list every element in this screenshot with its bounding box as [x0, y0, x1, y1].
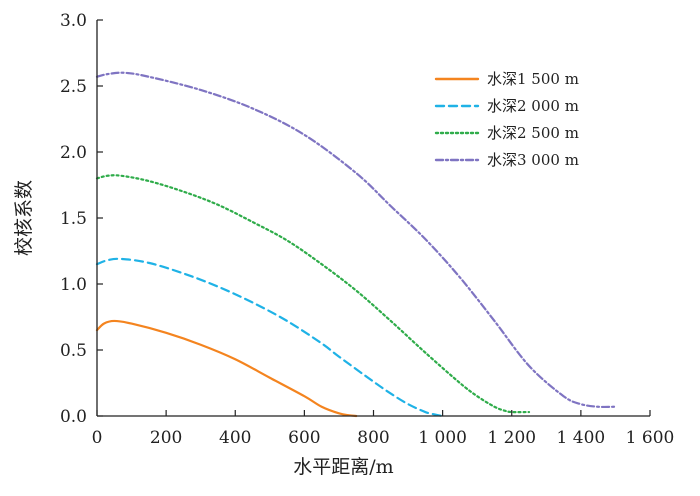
x-tick-label: 1 000 [418, 428, 467, 448]
y-tick-label: 1.5 [60, 209, 87, 229]
x-tick-label: 600 [288, 428, 320, 448]
x-tick-label: 1 400 [557, 428, 606, 448]
series-line-2 [95, 257, 444, 418]
x-tick-label: 400 [219, 428, 251, 448]
y-tick-label: 2.5 [60, 77, 87, 97]
y-tick-label: 0.5 [60, 341, 87, 361]
x-tick-label: 200 [150, 428, 182, 448]
y-axis-title: 校核系数 [13, 180, 35, 256]
x-tick-label: 1 200 [487, 428, 536, 448]
legend-label-2: 水深2 000 m [487, 97, 579, 115]
series-line-4 [95, 71, 617, 409]
legend-label-3: 水深2 500 m [487, 124, 579, 142]
x-tick-label: 0 [92, 428, 103, 448]
x-tick-label: 800 [357, 428, 389, 448]
y-tick-label: 3.0 [60, 11, 87, 31]
plot-area [95, 71, 617, 418]
series-line-3 [95, 174, 531, 414]
x-tick-label: 1 600 [626, 428, 675, 448]
series-line-1 [95, 319, 358, 418]
y-tick-label: 0.0 [60, 407, 87, 427]
x-axis-title: 水平距离/m [293, 456, 393, 478]
legend-label-1: 水深1 500 m [487, 70, 579, 88]
legend-label-4: 水深3 000 m [487, 151, 579, 169]
legend: 水深1 500 m 水深2 000 m 水深2 500 m 水深3 000 m [434, 70, 579, 169]
axes: 0 200 400 600 800 1 000 1 200 1 400 1 600 0.0 0.5 1… [60, 11, 674, 448]
y-tick-label: 2.0 [60, 143, 87, 163]
y-tick-label: 1.0 [60, 275, 87, 295]
